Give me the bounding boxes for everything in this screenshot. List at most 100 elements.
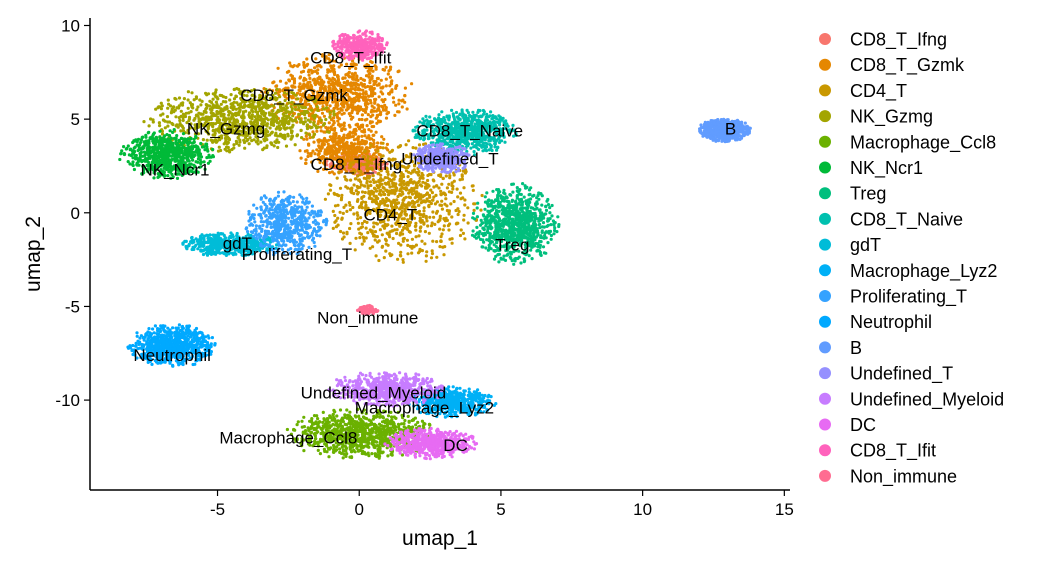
data-point [297,106,301,110]
data-point [405,107,409,111]
data-point [214,95,218,99]
data-point [427,231,431,235]
data-point [360,138,364,143]
data-point [424,186,428,190]
data-point [319,118,323,122]
data-point [142,150,146,154]
data-point [376,119,381,123]
data-point [374,116,378,120]
data-point [425,250,429,254]
data-point [369,60,373,64]
data-point [351,103,355,107]
data-point [401,260,405,264]
data-point [331,68,335,72]
data-point [403,94,407,98]
data-point [389,426,393,431]
data-point [310,108,314,112]
data-point [366,231,370,235]
data-point [424,259,428,263]
data-point [344,108,348,112]
data-point [386,198,390,202]
data-point [335,176,339,180]
data-point [404,186,408,190]
data-point [373,234,377,238]
data-point [471,188,475,192]
data-point [135,163,139,167]
data-point [393,192,397,196]
data-point [290,134,295,138]
data-point [315,105,319,109]
data-point [333,137,337,141]
data-point [356,221,360,225]
data-point [376,149,380,153]
data-point [152,141,156,145]
data-point [321,410,325,414]
data-point [289,137,293,141]
data-point [341,211,345,215]
data-point [276,108,280,112]
data-point [131,149,135,153]
data-point [357,117,361,122]
data-point [378,228,382,232]
data-point [369,115,373,119]
data-point [396,422,401,426]
data-point [325,76,329,80]
data-point [398,189,402,193]
data-point [373,427,377,431]
data-point [420,239,424,243]
data-point [345,209,349,213]
data-point [352,183,356,187]
data-point [403,418,407,423]
data-point [222,112,226,117]
data-point [403,86,407,90]
data-point [296,64,300,68]
data-point [323,418,327,422]
data-point [392,100,396,104]
data-point [403,100,407,104]
data-point [332,144,336,148]
data-point [273,140,277,144]
data-point [450,241,454,245]
data-point [357,83,361,87]
data-point [347,123,351,127]
data-point [437,186,441,190]
data-point [390,224,394,228]
data-point [410,186,414,191]
data-point [368,121,372,125]
data-point [353,248,357,252]
data-point [333,417,337,421]
data-point [165,155,169,159]
data-point [400,105,404,109]
data-point [277,140,281,144]
data-point [455,187,459,191]
data-point [247,142,251,146]
data-point [290,107,294,111]
data-point [210,138,214,142]
data-point [407,139,411,143]
data-point [379,193,383,197]
data-point [394,182,398,186]
data-point [327,121,331,125]
data-point [387,430,391,434]
data-point [127,153,131,157]
data-point [319,125,323,129]
data-point [463,237,467,241]
data-point [265,122,269,126]
data-point [181,137,185,141]
data-point [148,156,152,160]
data-point [271,89,275,93]
data-point [139,140,143,145]
data-point [316,424,320,428]
data-point [435,200,439,204]
data-point [450,237,454,241]
data-point [215,110,219,114]
data-point [170,109,174,113]
data-point [312,121,316,125]
data-point [391,96,395,100]
data-point [452,173,456,177]
data-point [393,113,397,117]
data-point [418,194,422,198]
data-point [373,200,377,204]
data-point [344,454,348,458]
data-point [186,106,190,110]
